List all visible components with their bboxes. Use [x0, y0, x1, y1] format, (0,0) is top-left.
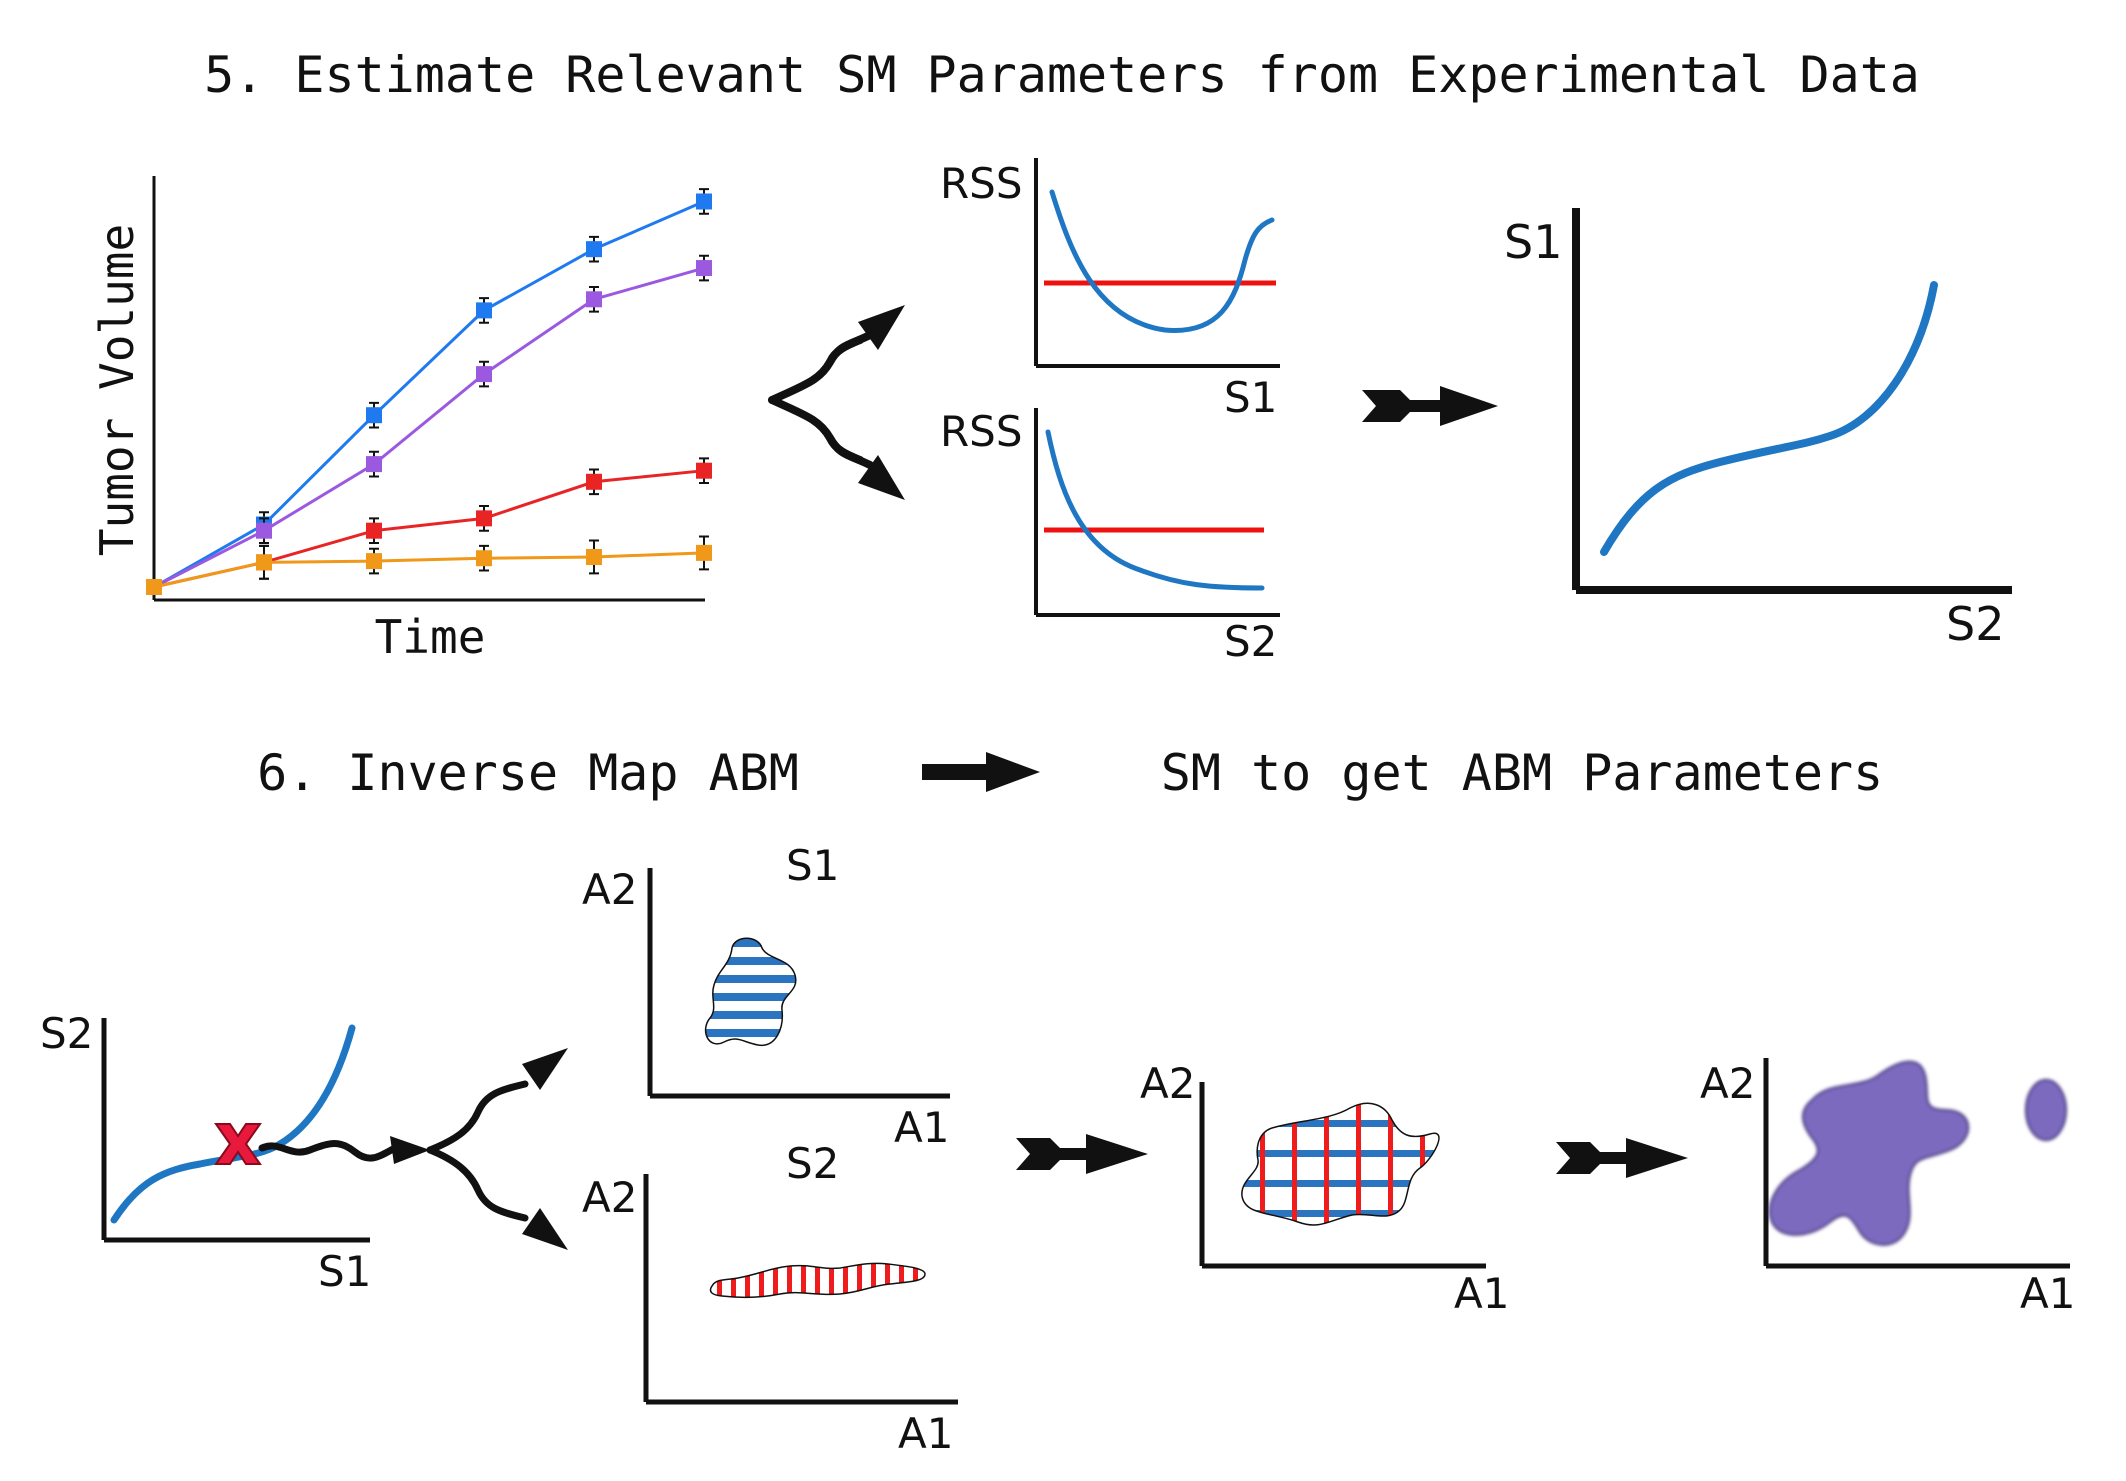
split-bottom-arrowhead-up	[522, 1048, 568, 1090]
tumor-data-point	[476, 510, 492, 527]
tumor-data-point	[476, 550, 492, 567]
tumor-data-point	[366, 407, 382, 424]
abm-int-x-label: A1	[1454, 1269, 1509, 1318]
step6-arrow	[922, 752, 1040, 792]
abm-s2-x-label: A1	[898, 1409, 953, 1458]
step5-heading: 5. Estimate Relevant SM Parameters from …	[204, 46, 1920, 104]
s1-s2-x-label: S2	[1946, 597, 2004, 651]
tumor-data-point	[366, 456, 382, 473]
abm-s1-region-plot: A2 A1 S1	[582, 841, 950, 1152]
tumor-data-point	[586, 548, 602, 565]
s2-s1-x-label: S1	[318, 1247, 371, 1296]
abm-s2-title: S2	[786, 1139, 839, 1188]
abm-intersection-plot: A2 A1	[1140, 1059, 1509, 1318]
rss-s1-x-label: S1	[1224, 373, 1277, 422]
abm-s2-region-plot: A2 A1 S2	[582, 1139, 958, 1458]
abm-intersection-blob	[1241, 1102, 1440, 1226]
rss-s2-y-label: RSS	[940, 407, 1023, 456]
tumor-data-point	[586, 241, 602, 258]
abm-final-main-blob	[1769, 1060, 1970, 1246]
tumor-data-point	[256, 554, 272, 571]
tumor-data-point	[586, 473, 602, 490]
tumor-data-point	[696, 193, 712, 210]
wavy-link-arrowhead	[390, 1136, 430, 1164]
tumor-series-line-0	[153, 200, 705, 589]
tumor-x-label: Time	[375, 610, 486, 664]
abm-final-y-label: A2	[1700, 1059, 1755, 1108]
tumor-data-point	[146, 579, 162, 595]
abm-s2-region-blob	[709, 1262, 926, 1299]
split-arrow-bottom	[426, 1080, 529, 1222]
split-arrowhead-down	[858, 455, 905, 500]
abm-s1-x-label: A1	[894, 1103, 949, 1152]
tumor-data-point	[366, 522, 382, 539]
abm-int-y-label: A2	[1140, 1059, 1195, 1108]
rss-s1-plot: RSS S1	[940, 158, 1280, 422]
split-bottom-arrowhead-down	[522, 1208, 568, 1250]
feather-arrow-bottom-2	[1556, 1138, 1688, 1178]
s2-s1-curve	[110, 1024, 356, 1224]
tumor-data-point	[366, 553, 382, 570]
s2-s1-y-label: S2	[40, 1009, 93, 1058]
s1-s2-y-label: S1	[1504, 215, 1562, 269]
rss-s1-y-label: RSS	[940, 159, 1023, 208]
tumor-series-line-1	[153, 266, 705, 589]
rss-s2-curve	[1045, 429, 1265, 591]
s1-s2-plot: S1 S2	[1504, 208, 2012, 651]
tumor-data-point	[476, 366, 492, 383]
feather-arrow-bottom-1	[1016, 1134, 1148, 1174]
step6-heading-right: SM to get ABM Parameters	[1161, 744, 1883, 802]
abm-final-x-label: A1	[2020, 1269, 2075, 1318]
wavy-link-bottom	[258, 1140, 399, 1162]
tumor-series-group	[146, 188, 712, 595]
tumor-y-label: Tumor Volume	[90, 224, 144, 556]
tumor-data-point	[476, 302, 492, 319]
feather-arrow-top	[1362, 386, 1498, 426]
abm-s1-region-blob	[704, 937, 797, 1046]
step6-heading-left: 6. Inverse Map ABM	[257, 744, 799, 802]
rss-s2-plot: RSS S2	[940, 407, 1280, 666]
abm-final-plot: A2 A1	[1700, 1058, 2075, 1318]
split-arrowhead-up	[858, 305, 905, 350]
s1-s2-curve	[1600, 281, 1938, 556]
rss-s1-curve	[1049, 189, 1275, 333]
rss-s2-x-label: S2	[1224, 617, 1277, 666]
tumor-data-point	[696, 462, 712, 479]
abm-final-small-blob	[2025, 1079, 2067, 1141]
tumor-data-point	[256, 522, 272, 539]
abm-s1-y-label: A2	[582, 865, 637, 914]
tumor-series-line-3	[153, 551, 705, 589]
tumor-volume-chart: Tumor Volume Time	[90, 176, 712, 664]
abm-s2-y-label: A2	[582, 1173, 637, 1222]
s2-s1-plot: S2 S1	[40, 1009, 430, 1296]
tumor-data-point	[696, 260, 712, 277]
abm-s1-title: S1	[786, 841, 839, 890]
tumor-data-point	[696, 544, 712, 561]
tumor-data-point	[586, 291, 602, 308]
split-arrow-top	[768, 331, 874, 469]
selected-point-x-marker	[214, 1123, 262, 1165]
